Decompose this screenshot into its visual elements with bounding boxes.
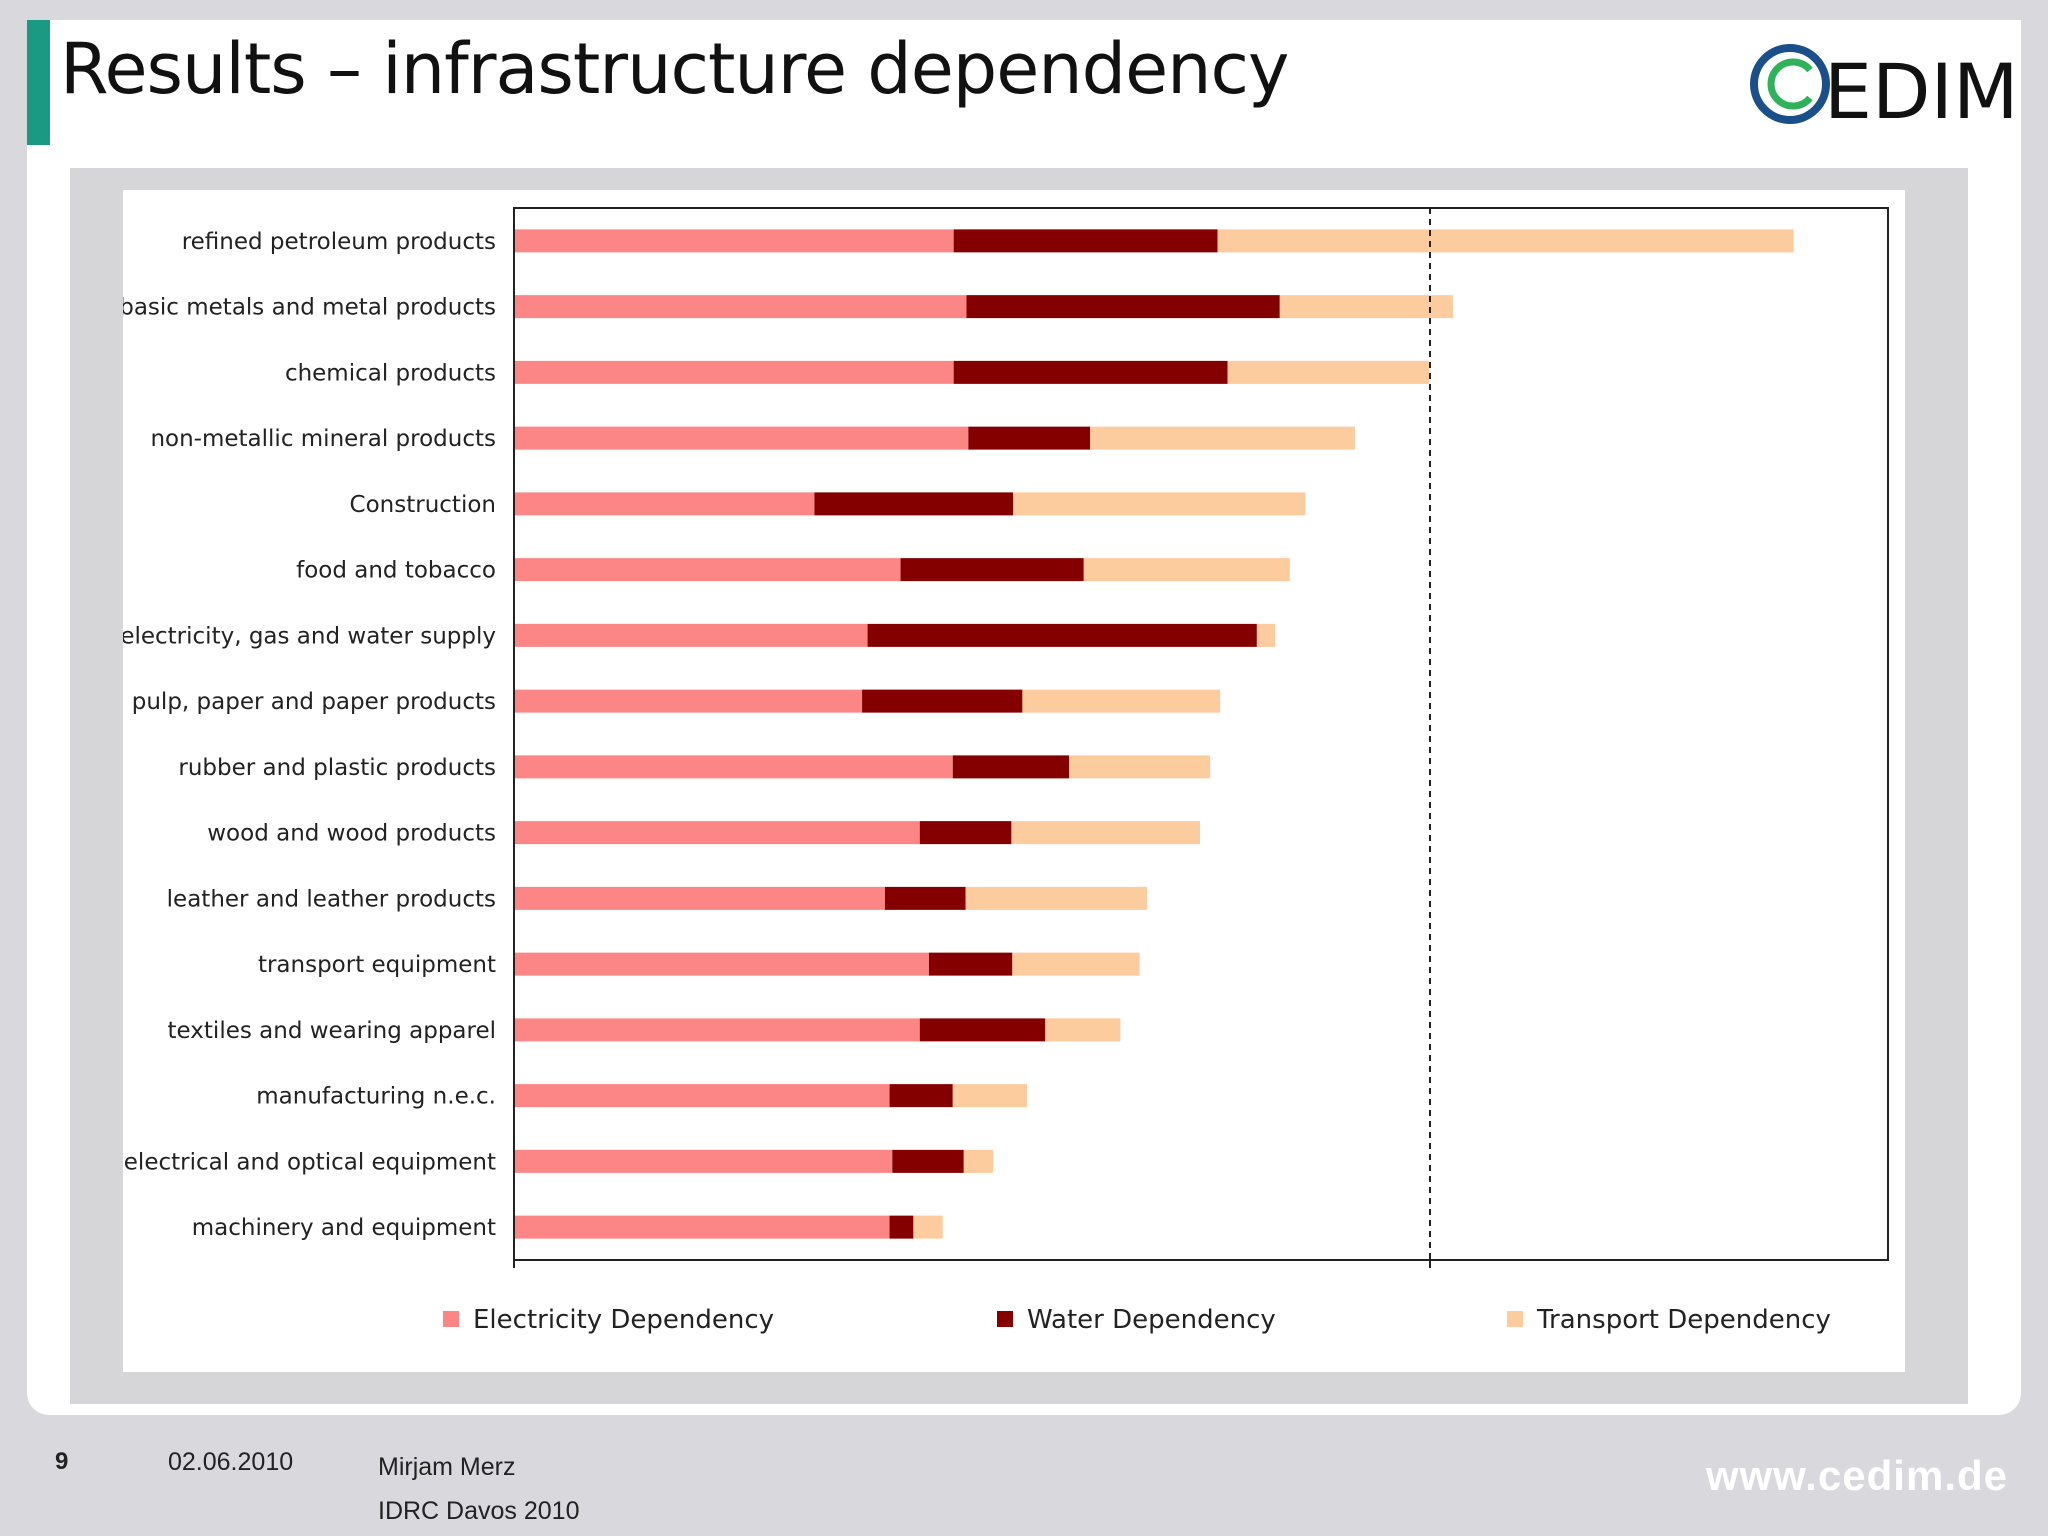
bar-transport-dependency-10 [965,886,1147,910]
bar-electricity-dependency-6 [514,623,868,647]
logo-ring-inner-icon [1767,58,1813,110]
bar-water-dependency-14 [892,1149,964,1173]
footer-event: IDRC Davos 2010 [378,1497,580,1525]
legend-swatch-electricity-dependency [443,1311,459,1327]
bar-electricity-dependency-2 [514,360,954,384]
category-label: manufacturing n.e.c. [256,1084,496,1110]
category-label: electricity, gas and water supply [123,623,496,649]
bar-water-dependency-1 [966,295,1280,319]
category-label: wood and wood products [207,821,496,847]
category-label: food and tobacco [296,558,496,584]
bar-electricity-dependency-3 [514,426,969,450]
bar-electricity-dependency-13 [514,1084,890,1108]
bar-electricity-dependency-4 [514,492,815,516]
bar-water-dependency-11 [928,952,1013,976]
bar-transport-dependency-14 [963,1149,994,1173]
bar-transport-dependency-7 [1022,689,1221,713]
bar-electricity-dependency-0 [514,229,954,253]
bar-transport-dependency-0 [1217,229,1794,253]
bar-water-dependency-5 [900,558,1084,582]
bar-electricity-dependency-11 [514,952,929,976]
bar-transport-dependency-4 [1013,492,1306,516]
legend-swatch-transport-dependency [1507,1311,1523,1327]
bar-transport-dependency-5 [1083,558,1290,582]
bar-water-dependency-12 [919,1018,1046,1042]
bar-water-dependency-10 [884,886,966,910]
bar-water-dependency-4 [814,492,1014,516]
bar-water-dependency-15 [889,1215,914,1239]
category-label: machinery and equipment [192,1215,496,1241]
footer-date: 02.06.2010 [168,1448,294,1476]
bar-transport-dependency-13 [952,1084,1027,1108]
category-labels-group: refined petroleum products basic metals a… [123,229,496,1241]
bar-transport-dependency-1 [1279,295,1453,319]
logo-ring-outer-icon [1750,44,1830,124]
bar-electricity-dependency-7 [514,689,863,713]
legend-label: Transport Dependency [1536,1305,1831,1335]
category-label: basic metals and metal products [123,295,496,321]
chart-plot-background [123,190,1905,1372]
legend-swatch-water-dependency [997,1311,1013,1327]
bars-group [514,229,1794,1239]
bar-water-dependency-8 [952,755,1070,779]
bar-transport-dependency-2 [1227,360,1430,384]
category-label: chemical products [285,360,496,386]
bar-water-dependency-7 [862,689,1023,713]
page-number: 9 [55,1448,69,1475]
category-label: textiles and wearing apparel [168,1018,496,1044]
bar-transport-dependency-12 [1045,1018,1121,1042]
bar-water-dependency-3 [968,426,1091,450]
category-label: transport equipment [258,952,496,978]
bar-electricity-dependency-10 [514,886,885,910]
bar-water-dependency-2 [953,360,1228,384]
logo-text: EDIM [1824,47,2013,130]
bar-electricity-dependency-15 [514,1215,890,1239]
dependency-bar-chart: refined petroleum products basic metals a… [123,190,1905,1372]
bar-water-dependency-9 [919,821,1012,845]
footer-url: www.cedim.de [1705,1452,2008,1499]
category-label: Construction [350,492,496,518]
bar-transport-dependency-15 [913,1215,943,1239]
bar-transport-dependency-3 [1090,426,1355,450]
bar-transport-dependency-9 [1011,821,1201,845]
bar-water-dependency-6 [867,623,1257,647]
footer-author-block: Mirjam Merz IDRC Davos 2010 [378,1445,579,1533]
legend-label: Electricity Dependency [473,1305,774,1335]
chart-legend: Electricity Dependency Water Dependency Tr… [443,1305,1831,1335]
bar-transport-dependency-6 [1256,623,1276,647]
bar-water-dependency-0 [953,229,1218,253]
bar-electricity-dependency-1 [514,295,967,319]
bar-electricity-dependency-5 [514,558,901,582]
bar-water-dependency-13 [889,1084,953,1108]
category-label: refined petroleum products [182,229,496,255]
category-label: pulp, paper and paper products [132,689,496,715]
plot-area-border [513,207,1889,1261]
legend-label: Water Dependency [1027,1305,1276,1335]
bar-electricity-dependency-8 [514,755,953,779]
bar-electricity-dependency-14 [514,1149,893,1173]
bar-transport-dependency-11 [1012,952,1140,976]
slide-title: Results – infrastructure dependency [60,28,1289,110]
category-label: non-metallic mineral products [150,426,496,452]
category-label: rubber and plastic products [178,755,496,781]
cedim-logo: EDIM [1748,40,2013,130]
bar-transport-dependency-8 [1069,755,1211,779]
title-accent-bar [27,20,50,145]
category-label: leather and leather products [167,886,496,912]
bar-electricity-dependency-12 [514,1018,920,1042]
footer-author: Mirjam Merz [378,1453,516,1481]
category-label: electrical and optical equipment [124,1149,496,1175]
bar-electricity-dependency-9 [514,821,920,845]
